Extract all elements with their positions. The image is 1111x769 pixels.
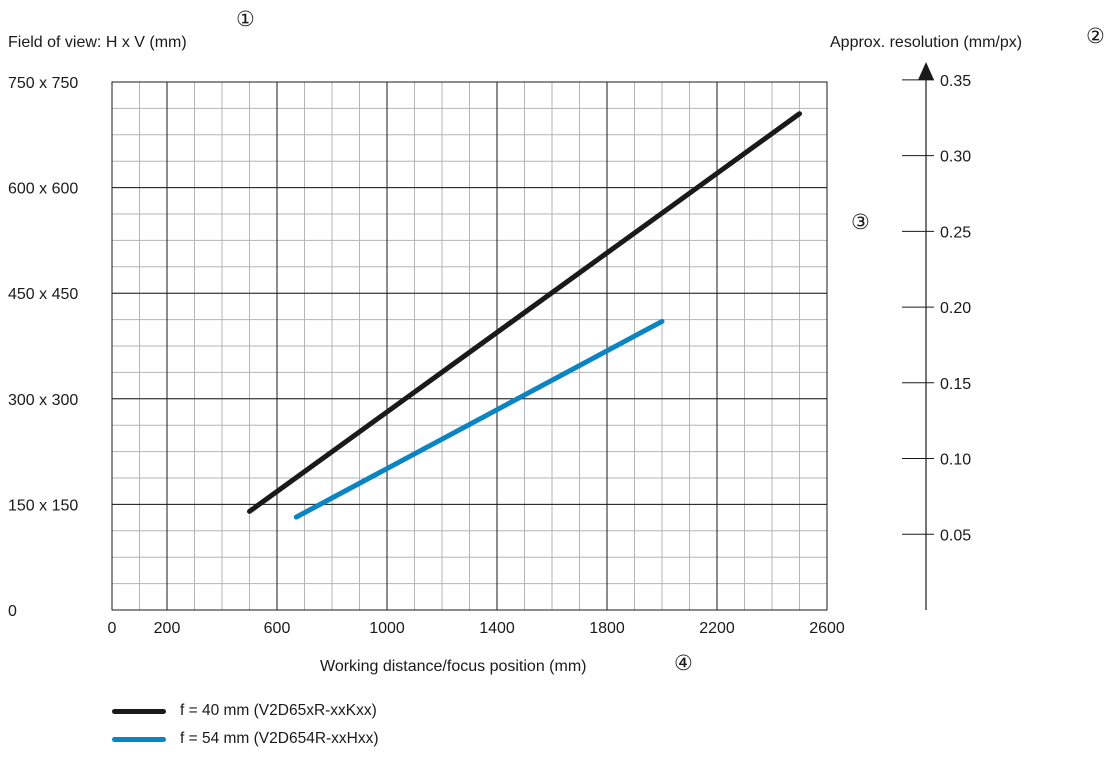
callout-1: ① [236,7,255,31]
legend-item: f = 40 mm (V2D65xR-xxKxx) [112,697,379,725]
y-tick-label: 150 x 150 [8,497,78,514]
y-tick-label: 300 x 300 [8,392,78,409]
callout-4: ④ [674,651,693,675]
callout-2: ② [1086,24,1105,48]
major-grid [112,82,827,610]
y-axis-label: Field of view: H x V (mm) [8,34,187,51]
y-tick-label: 750 x 750 [8,75,78,92]
tick-labels: 0 200 600 1000 1400 1800 2200 2600 0 150 x 150 300… [8,75,845,637]
legend-swatch [112,708,166,714]
resolution-tick-label: 0.35 [940,73,971,90]
x-axis-label: Working distance/focus position (mm) [320,658,586,675]
legend-swatch [112,736,166,742]
legend-label: f = 40 mm (V2D65xR-xxKxx) [180,702,377,719]
x-tick-label: 2600 [809,620,845,637]
x-tick-label: 2200 [699,620,735,637]
legend-label: f = 54 mm (V2D654R-xxHxx) [180,730,379,747]
resolution-tick-label: 0.25 [940,224,971,241]
resolution-tick-label: 0.10 [940,452,971,469]
callout-3: ③ [851,210,870,234]
series-lines [247,111,802,520]
x-tick-label: 1000 [369,620,405,637]
y-tick-label: 450 x 450 [8,286,78,303]
resolution-tick-label: 0.20 [940,300,971,317]
y-tick-label: 0 [8,603,17,620]
resolution-tick-label: 0.05 [940,527,971,544]
minor-grid [112,82,827,610]
resolution-tick-label: 0.15 [940,376,971,393]
resolution-axis: 0.05 0.10 0.15 0.20 0.25 0.30 0.35 [902,62,971,610]
x-tick-label: 1400 [479,620,515,637]
x-tick-label: 600 [264,620,291,637]
x-tick-label: 1800 [589,620,625,637]
x-tick-label: 0 [108,620,117,637]
plot-frame [111,81,828,611]
y2-axis-label: Approx. resolution (mm/px) [830,34,1022,51]
legend: f = 40 mm (V2D65xR-xxKxx) f = 54 mm (V2D… [112,697,379,753]
legend-item: f = 54 mm (V2D654R-xxHxx) [112,725,379,753]
series-line [247,111,802,514]
series-line [293,318,665,520]
axes [111,81,828,611]
x-tick-label: 200 [154,620,181,637]
resolution-tick-label: 0.30 [940,149,971,166]
y-tick-label: 600 x 600 [8,181,78,198]
resolution-axis-arrow [918,62,934,80]
